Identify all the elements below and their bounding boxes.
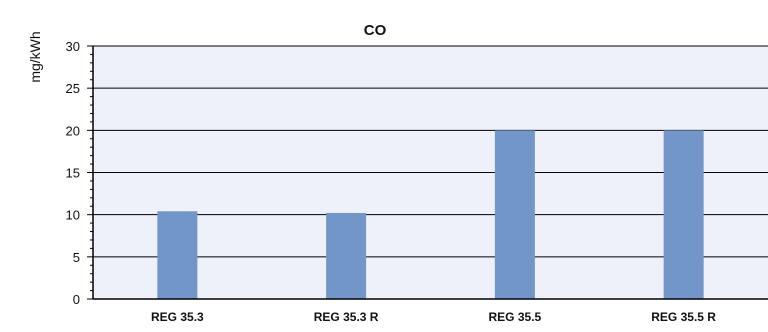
gridlines — [93, 45, 768, 258]
y-tick-label: 30 — [66, 39, 80, 54]
y-tick-label: 25 — [66, 81, 80, 96]
x-tick-label: REG 35.5 R — [651, 310, 716, 324]
axes: 0 5 10 15 20 25 30 REG 35.3 REG 35.3 R REG 35.5 RE… — [66, 39, 768, 324]
y-tick-label: 10 — [66, 208, 80, 223]
y-tick-label: 0 — [73, 292, 80, 307]
y-tick-label: 15 — [66, 166, 80, 181]
chart-title: CO — [364, 22, 387, 39]
bar — [326, 212, 367, 299]
x-tick-label: REG 35.5 — [489, 310, 542, 324]
y-tick-label: 5 — [73, 250, 80, 265]
bar — [157, 211, 198, 299]
y-axis-label: mg/kWh — [27, 31, 43, 82]
bars — [157, 130, 704, 299]
x-tick-label: REG 35.3 — [151, 310, 204, 324]
x-tick-label: REG 35.3 R — [314, 310, 379, 324]
y-tick-label: 20 — [66, 123, 80, 138]
bar — [663, 130, 704, 299]
bar — [494, 130, 535, 299]
